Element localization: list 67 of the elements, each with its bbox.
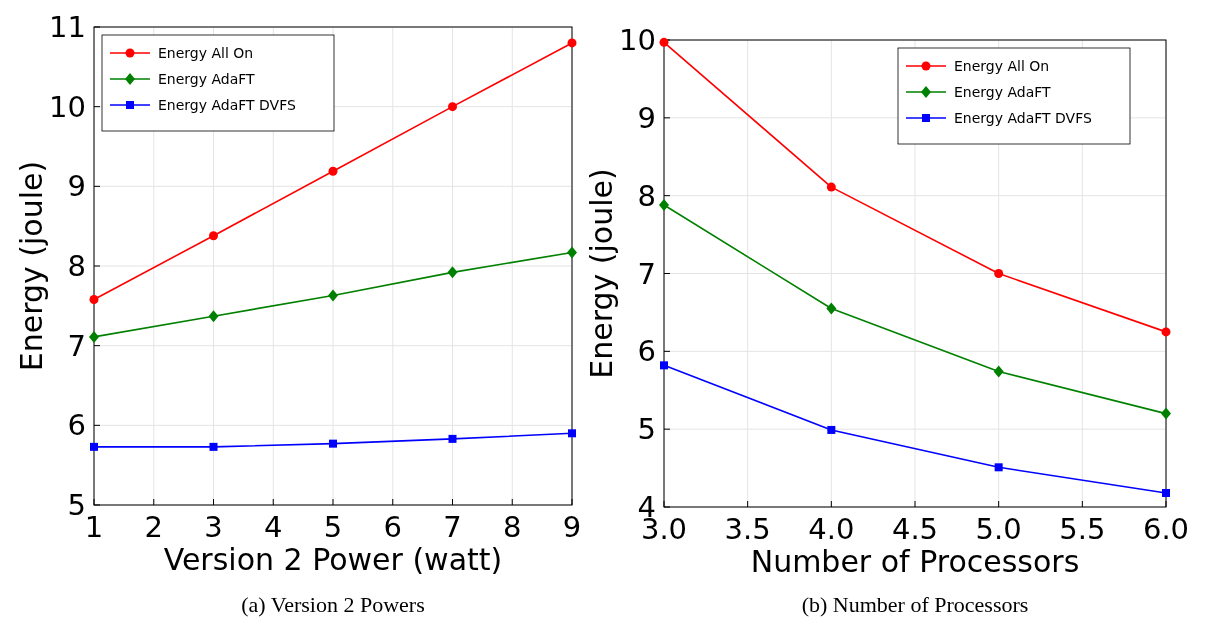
point bbox=[89, 330, 99, 343]
point bbox=[89, 294, 99, 304]
point bbox=[827, 425, 836, 434]
y-tick-label: 10 bbox=[619, 23, 656, 57]
legend-label: Energy AdaFT DVFS bbox=[954, 110, 1092, 126]
y-tick-label: 11 bbox=[49, 10, 86, 44]
x-tick-label: 5 bbox=[323, 510, 343, 544]
point bbox=[448, 434, 457, 443]
x-tick-label: 4.0 bbox=[808, 512, 855, 546]
y-tick-label: 5 bbox=[637, 412, 656, 447]
point bbox=[447, 266, 458, 279]
point bbox=[329, 439, 337, 448]
text: (a) Version 2 Powers bbox=[241, 592, 425, 617]
legend-label: Energy AdaFT DVFS bbox=[158, 97, 296, 113]
x-tick-label: 6.0 bbox=[1142, 512, 1190, 546]
y-tick-label: 9 bbox=[637, 100, 656, 135]
point bbox=[568, 429, 576, 438]
point bbox=[826, 182, 836, 192]
x-axis-title: Version 2 Power (watt) bbox=[163, 542, 503, 577]
x-tick-label: 4 bbox=[264, 510, 283, 544]
x-tick-label: 7 bbox=[443, 510, 462, 544]
point bbox=[994, 269, 1004, 278]
point bbox=[1161, 327, 1171, 337]
x-tick-label: 6 bbox=[383, 510, 402, 544]
x-tick-label: 2 bbox=[144, 510, 163, 544]
point bbox=[993, 365, 1004, 378]
legend-label: Energy All On bbox=[158, 45, 254, 61]
y-tick-label: 8 bbox=[637, 178, 656, 213]
x-tick-label: 5.5 bbox=[1059, 512, 1106, 546]
point bbox=[1161, 407, 1171, 420]
point bbox=[90, 442, 98, 451]
point bbox=[209, 442, 218, 451]
x-tick-label: 5.0 bbox=[975, 512, 1022, 546]
x-tick-label: 9 bbox=[562, 510, 582, 544]
point bbox=[1162, 488, 1170, 497]
x-tick-label: 8 bbox=[503, 510, 522, 544]
y-tick-label: 5 bbox=[67, 488, 86, 522]
y-axis-title: Energy (joule) bbox=[14, 160, 49, 372]
point bbox=[826, 302, 837, 315]
x-tick-label: 4.5 bbox=[891, 512, 939, 546]
x-tick-label: 3.5 bbox=[724, 512, 771, 546]
point bbox=[660, 361, 668, 370]
y-tick-label: 7 bbox=[637, 256, 656, 291]
legend-label: Energy AdaFT bbox=[158, 71, 256, 87]
x-tick-label: 3 bbox=[204, 510, 223, 544]
y-axis-title: Energy (joule) bbox=[584, 168, 619, 379]
point bbox=[328, 289, 338, 302]
point bbox=[659, 199, 669, 212]
y-tick-label: 7 bbox=[67, 328, 86, 363]
point bbox=[448, 102, 457, 112]
point bbox=[567, 38, 577, 48]
y-tick-label: 8 bbox=[67, 249, 86, 283]
point bbox=[994, 463, 1003, 472]
text: (b) Number of Processors bbox=[801, 592, 1029, 617]
x-tick-label: 1 bbox=[84, 510, 104, 544]
y-tick-label: 9 bbox=[67, 169, 86, 204]
point bbox=[659, 37, 669, 47]
legend-label: Energy All On bbox=[954, 58, 1050, 74]
point bbox=[567, 246, 577, 259]
point bbox=[328, 166, 338, 176]
y-tick-label: 6 bbox=[637, 334, 656, 369]
x-axis-title: Number of Processors bbox=[750, 544, 1080, 579]
point bbox=[209, 231, 218, 241]
point bbox=[208, 310, 219, 323]
legend-label: Energy AdaFT bbox=[954, 84, 1052, 100]
y-tick-label: 10 bbox=[49, 89, 86, 124]
y-tick-label: 6 bbox=[67, 408, 86, 443]
